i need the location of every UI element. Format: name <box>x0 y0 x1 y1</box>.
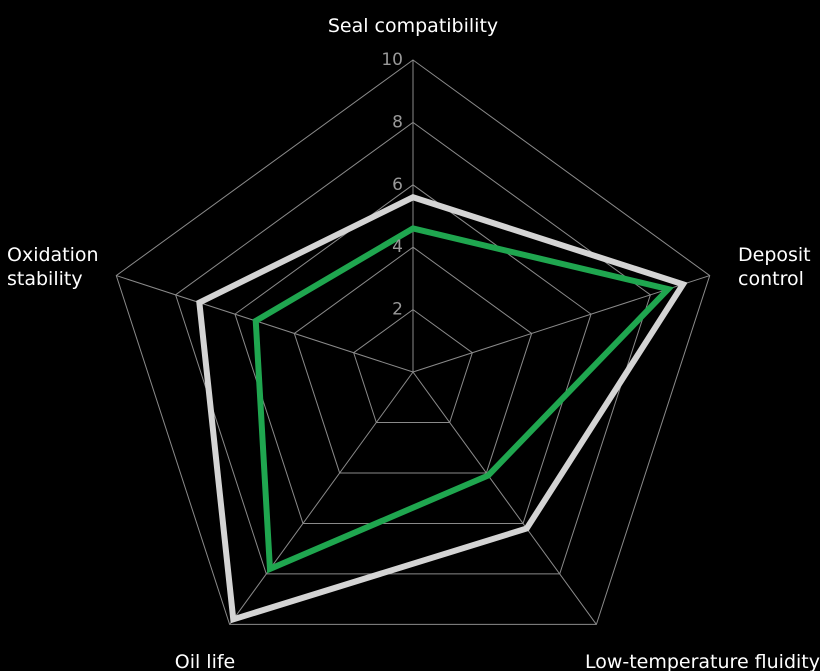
grid-ring <box>353 308 473 423</box>
spoke <box>412 275 710 373</box>
spoke <box>229 371 414 625</box>
spoke <box>412 371 597 625</box>
grid-ring <box>175 121 651 575</box>
r-tick-label: 10 <box>381 50 403 70</box>
grid-ring <box>293 246 533 474</box>
spoke <box>116 275 414 373</box>
axis-label: Oxidation stability <box>7 244 99 290</box>
grid-ring <box>234 184 592 524</box>
series-line <box>252 225 675 574</box>
r-tick-label: 6 <box>392 175 403 195</box>
axis-label: Oil life <box>174 651 236 671</box>
grid-ring <box>115 59 711 625</box>
r-tick-label: 2 <box>392 300 403 320</box>
axis-label: Seal compatibility <box>327 15 499 37</box>
axis-label: Low-temperature fluidity <box>584 651 820 671</box>
r-tick-label: 4 <box>392 237 403 257</box>
series-line <box>196 194 688 624</box>
axis-label: Deposit control <box>738 244 811 290</box>
r-tick-label: 8 <box>392 112 403 132</box>
